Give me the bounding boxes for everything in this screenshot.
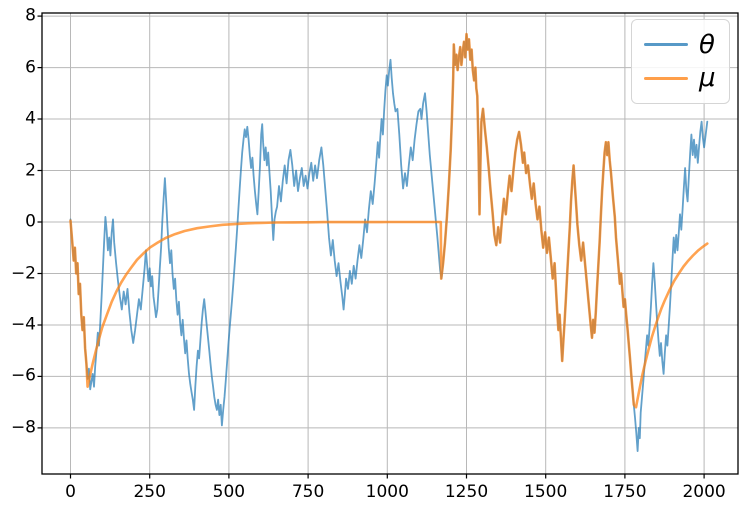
- y-tick-label: 8: [25, 5, 36, 26]
- y-tick-label: −6: [10, 365, 36, 386]
- y-tick-label: −4: [10, 314, 36, 335]
- legend: θ μ: [631, 19, 730, 104]
- y-tick-label: 2: [25, 160, 36, 180]
- y-tick-label: 0: [25, 211, 36, 232]
- x-tick-label: 750: [291, 482, 325, 502]
- legend-label-theta: θ: [699, 29, 715, 60]
- y-tick-label: −8: [10, 417, 36, 438]
- x-tick-label: 250: [133, 482, 166, 502]
- theta-line-swatch: [644, 43, 688, 47]
- legend-item-mu: μ: [644, 65, 717, 91]
- x-tick-label: 1500: [524, 482, 568, 502]
- theta-line: [69, 33, 709, 453]
- mu-line: [69, 32, 709, 409]
- x-tick-label: 1750: [603, 482, 647, 502]
- x-tick-label: 2000: [682, 482, 726, 502]
- x-tick-label: 500: [212, 482, 246, 502]
- mu-line-swatch: [644, 76, 688, 80]
- x-tick-label: 1000: [365, 482, 409, 502]
- legend-label-mu: μ: [699, 63, 716, 94]
- y-tick-label: −2: [10, 263, 36, 283]
- legend-item-theta: θ: [644, 32, 717, 58]
- plot-spines: [41, 12, 739, 475]
- x-tick-label: 1250: [444, 482, 489, 502]
- y-tick-label: 6: [25, 57, 36, 78]
- x-tick-label: 0: [65, 482, 76, 502]
- y-tick-label: 4: [25, 108, 36, 129]
